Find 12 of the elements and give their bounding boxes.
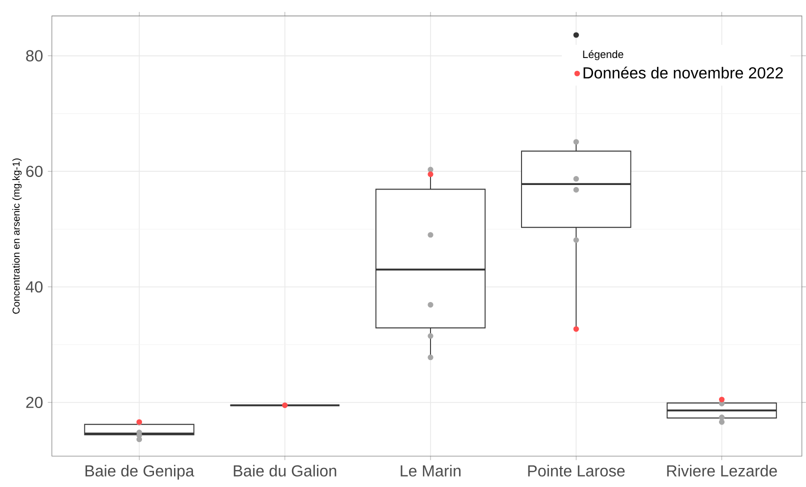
x-tick-label: Riviere Lezarde [667, 464, 777, 477]
legend-title: Légende [583, 50, 624, 60]
x-tick-label: Pointe Larose [528, 464, 625, 477]
legend-label: Données de novembre 2022 [584, 66, 783, 79]
y-tick-label: 60 [26, 166, 43, 178]
y-axis-title: Concentration en arsenic (mg.kg-1) [12, 158, 22, 314]
y-tick-label: 80 [26, 50, 43, 62]
x-tick-label: Baie de Genipa [86, 464, 194, 480]
x-tick-label: Baie du Galion [234, 464, 336, 477]
x-tick-label: Le Marin [400, 464, 460, 477]
y-tick-label: 40 [26, 281, 43, 293]
y-tick-label: 20 [26, 396, 43, 408]
